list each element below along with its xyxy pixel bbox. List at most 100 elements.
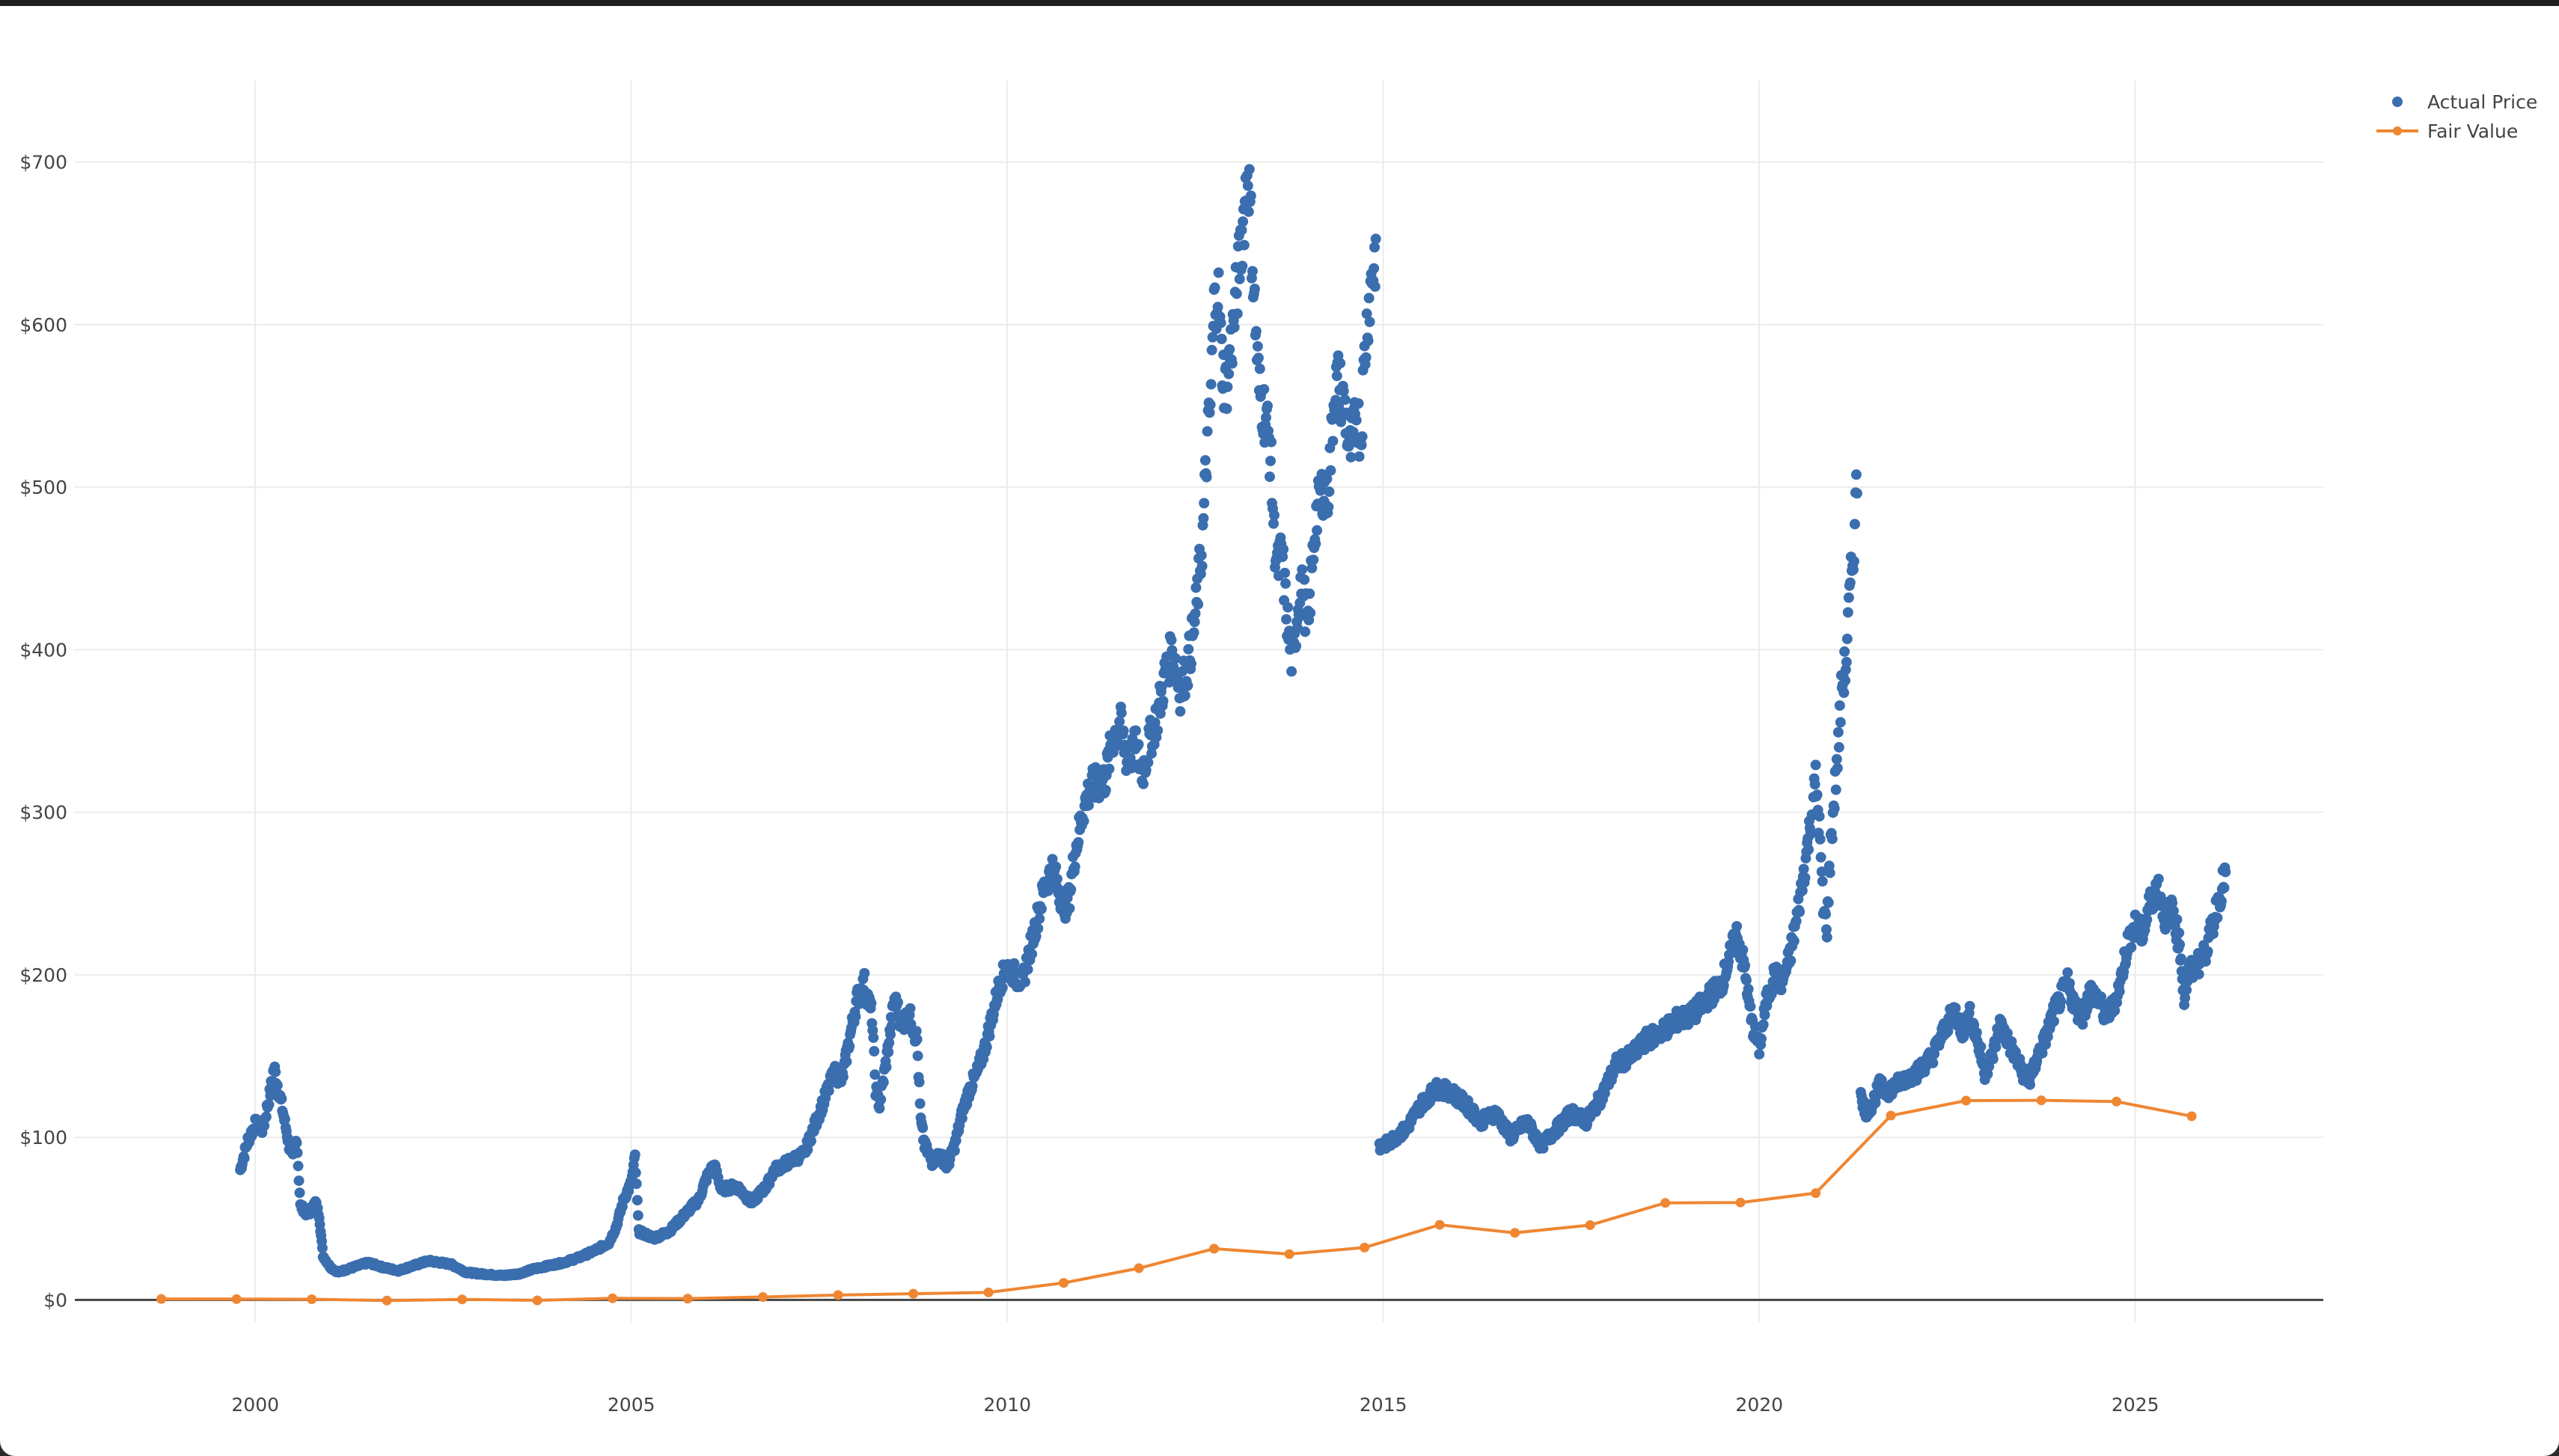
actual-price-point [1186, 658, 1196, 670]
actual-price-point [1291, 640, 1302, 652]
actual-price-point [866, 997, 877, 1009]
actual-price-point [1369, 242, 1380, 253]
actual-price-point [1245, 190, 1256, 201]
actual-price-point [629, 1149, 640, 1160]
actual-price-point [1306, 563, 1318, 574]
actual-price-point [2147, 903, 2159, 914]
x-tick-label: 2025 [2112, 1394, 2159, 1416]
actual-price-point [1987, 1053, 1999, 1065]
actual-price-point [1236, 224, 1247, 236]
actual-price-point [1116, 707, 1127, 718]
actual-price-point [293, 1160, 304, 1172]
actual-price-point [1950, 1003, 1961, 1014]
actual-price-point [912, 1050, 923, 1062]
actual-price-point [1740, 975, 1752, 986]
actual-price-point [2064, 978, 2075, 989]
actual-price-point [1312, 524, 1323, 536]
actual-price-point [1335, 358, 1346, 369]
actual-price-point [2042, 1031, 2053, 1042]
actual-price-point [293, 1175, 305, 1187]
actual-price-point [2180, 992, 2191, 1003]
actual-price-point [1280, 567, 1291, 578]
actual-price-point [1281, 614, 1292, 625]
actual-price-point [1339, 394, 1351, 406]
actual-price-point [1321, 474, 1333, 485]
actual-price-point [1242, 180, 1253, 192]
actual-price-point [1839, 646, 1850, 657]
actual-price-point [1206, 344, 1217, 355]
actual-price-point [1844, 577, 1856, 588]
actual-price-point [1155, 708, 1166, 719]
actual-price-point [1114, 716, 1125, 727]
actual-price-point [1196, 560, 1208, 572]
actual-price-point [1754, 1049, 1765, 1059]
actual-price-point [1261, 412, 1271, 423]
y-tick-label: $600 [19, 314, 67, 336]
x-tick-label: 2000 [231, 1394, 279, 1416]
fair-value-point [1284, 1249, 1294, 1259]
actual-price-point [2002, 1027, 2013, 1039]
fair-value-point [1360, 1242, 1370, 1252]
actual-price-point [1205, 400, 1216, 410]
actual-price-point [1215, 317, 1226, 328]
actual-price-point [2037, 1047, 2048, 1059]
actual-price-point [1268, 518, 1279, 529]
fair-value-point [1510, 1228, 1520, 1238]
actual-price-point [1118, 725, 1129, 736]
actual-price-point [1848, 556, 1859, 567]
actual-price-point [1204, 407, 1215, 418]
fair-value-point [1660, 1198, 1671, 1208]
actual-price-layer [235, 164, 2231, 1282]
actual-price-point [1175, 706, 1186, 717]
actual-price-point [1841, 656, 1852, 667]
actual-price-point [1078, 816, 1089, 827]
fair-value-point [231, 1294, 242, 1304]
actual-price-point [1212, 302, 1223, 313]
actual-price-point [270, 1066, 281, 1077]
fair-value-line [161, 1098, 2192, 1303]
actual-price-point [1794, 906, 1806, 917]
actual-price-point [1278, 544, 1289, 555]
actual-price-point [1353, 398, 1364, 409]
actual-price-point [1231, 288, 1242, 299]
actual-price-point [1840, 664, 1851, 676]
actual-price-point [1195, 569, 1206, 580]
actual-price-point [1253, 352, 1264, 364]
actual-price-point [1183, 643, 1194, 655]
actual-price-point [1849, 519, 1860, 530]
actual-price-point [1832, 727, 1844, 738]
actual-price-point [1238, 216, 1249, 227]
actual-price-point [1331, 370, 1342, 382]
actual-price-point [2220, 866, 2231, 878]
actual-price-point [1821, 932, 1832, 943]
actual-price-point [2175, 953, 2186, 964]
actual-price-point [1254, 363, 1265, 374]
actual-price-point [1223, 368, 1235, 379]
price-chart: 2000 2005 2010 2015 2020 2025 $0 $100 $200 $300 $4… [19, 81, 2537, 1416]
actual-price-point [1249, 284, 1260, 295]
actual-price-point [1356, 439, 1367, 450]
actual-price-point [1222, 382, 1233, 393]
y-tick-label: $400 [19, 639, 67, 661]
actual-price-point [1207, 331, 1218, 343]
actual-price-point [1152, 725, 1164, 736]
actual-price-point [917, 1122, 929, 1134]
axis-layer: 2000 2005 2010 2015 2020 2025 $0 $100 $200 $300 $4… [19, 152, 2159, 1416]
actual-price-point [1202, 426, 1213, 437]
actual-price-point [868, 1032, 879, 1043]
actual-price-point [2025, 1079, 2035, 1090]
actual-price-point [1234, 273, 1245, 284]
actual-price-point [1834, 700, 1845, 711]
grid-layer [75, 81, 2323, 1323]
actual-price-point [1357, 431, 1368, 442]
y-tick-label: $700 [19, 152, 67, 174]
actual-price-point [1198, 513, 1209, 524]
actual-price-point [1149, 717, 1161, 728]
actual-price-point [1286, 666, 1297, 677]
actual-price-point [1199, 498, 1210, 509]
actual-price-point [1369, 263, 1380, 274]
actual-price-point [1785, 955, 1797, 966]
actual-price-point [1851, 488, 1862, 499]
actual-price-point [1104, 763, 1115, 774]
actual-price-point [1250, 325, 1262, 337]
